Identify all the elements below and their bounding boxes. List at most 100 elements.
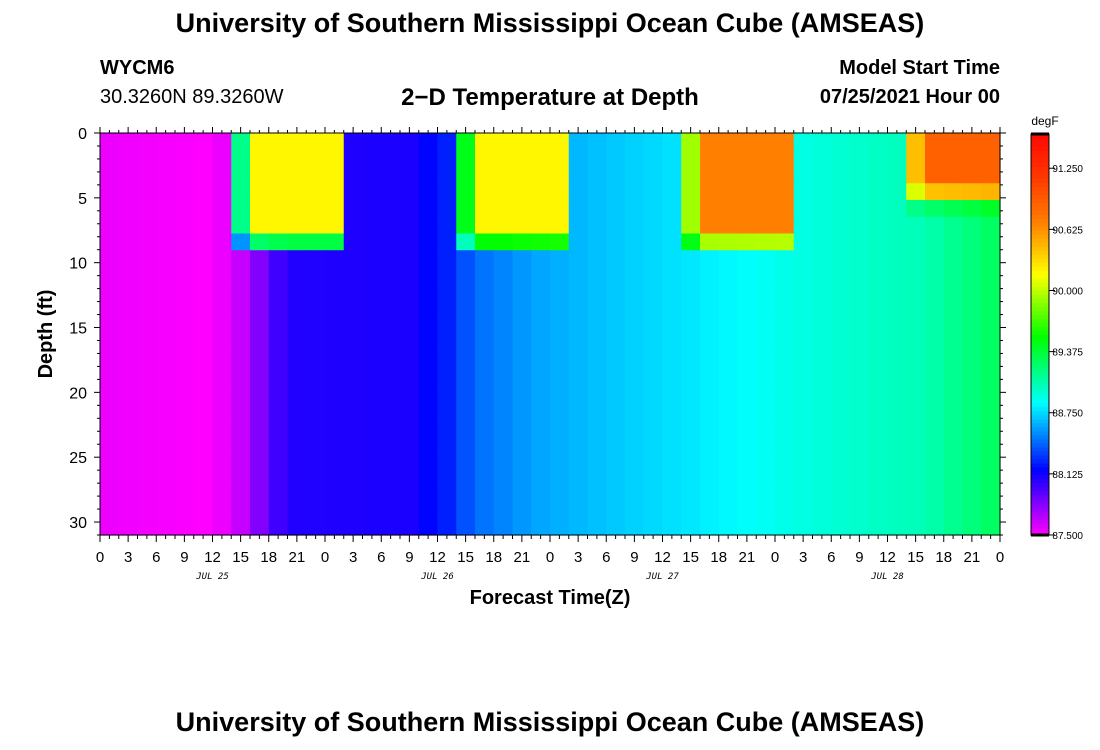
heatmap-cell [925, 451, 945, 469]
heatmap-cell [343, 216, 364, 235]
heatmap-cell [212, 149, 232, 168]
heatmap-cell [793, 367, 814, 385]
heatmap-cell [250, 384, 270, 402]
heatmap-cell [850, 166, 870, 184]
heatmap-cell [212, 350, 232, 369]
heatmap-cell [325, 384, 345, 402]
heatmap-cell [100, 434, 120, 452]
heatmap-cell [737, 250, 757, 268]
heatmap-cell [118, 334, 139, 352]
colorbar-swatch [1031, 286, 1049, 291]
heatmap-cell [831, 367, 851, 385]
heatmap-cell [606, 350, 626, 369]
heatmap-cell [325, 216, 345, 235]
heatmap-cell [268, 334, 289, 352]
heatmap-cell [137, 300, 157, 318]
heatmap-cell [175, 367, 195, 385]
colorbar-swatch [1031, 470, 1049, 476]
heatmap-cell [343, 133, 364, 151]
heatmap-cell [287, 200, 307, 218]
heatmap-cell [531, 300, 551, 318]
heatmap-cell [962, 200, 982, 218]
heatmap-cell [250, 183, 270, 201]
heatmap-cell [793, 334, 814, 352]
heatmap-cell [212, 484, 232, 503]
heatmap-cell [962, 300, 982, 318]
heatmap-cell [118, 183, 139, 201]
heatmap-cell [887, 401, 907, 419]
heatmap-cell [306, 149, 326, 168]
heatmap-cell [981, 451, 1001, 469]
heatmap-cell [325, 267, 345, 285]
heatmap-cell [925, 501, 945, 519]
heatmap-cell [812, 401, 832, 419]
heatmap-cell [700, 149, 720, 168]
heatmap-cell [756, 283, 776, 302]
heatmap-cell [850, 283, 870, 302]
heatmap-cell [156, 250, 176, 268]
heatmap-cell [268, 283, 289, 302]
station-id: WYCM6 [100, 57, 175, 79]
heatmap-cell [343, 484, 364, 503]
heatmap-cell [493, 384, 514, 402]
colorbar-swatch [1031, 210, 1049, 215]
heatmap-cell [381, 133, 401, 151]
heatmap-cell [418, 149, 439, 168]
heatmap-cell [625, 367, 645, 385]
heatmap-cell [250, 501, 270, 519]
heatmap-cell [512, 484, 532, 503]
colorbar-swatch [1031, 226, 1049, 231]
heatmap-cell [943, 401, 964, 419]
heatmap-cell [962, 367, 982, 385]
heatmap-cell [100, 166, 120, 184]
heatmap-cell [887, 149, 907, 168]
heatmap-cell [756, 468, 776, 486]
heatmap-cell [681, 133, 701, 151]
heatmap-cell [662, 250, 682, 268]
heatmap-cell [456, 267, 476, 285]
heatmap-cell [606, 384, 626, 402]
heatmap-cell [306, 267, 326, 285]
x-tick-label: 3 [124, 549, 132, 566]
heatmap-cell [662, 501, 682, 519]
heatmap-cell [718, 283, 739, 302]
colorbar-swatch [1031, 414, 1049, 420]
station-coordinates: 30.3260N 89.3260W [100, 86, 284, 108]
heatmap-cell [343, 417, 364, 436]
colorbar-swatch [1031, 274, 1049, 279]
heatmap-cell [287, 166, 307, 184]
heatmap-cell [793, 283, 814, 302]
heatmap-cell [793, 451, 814, 469]
heatmap-cell [250, 518, 270, 536]
heatmap-cell [606, 417, 626, 436]
heatmap-cell [981, 401, 1001, 419]
heatmap-cell [493, 283, 514, 302]
heatmap-cell [493, 518, 514, 536]
heatmap-cell [550, 518, 570, 536]
heatmap-cell [625, 384, 645, 402]
heatmap-cell [887, 133, 907, 151]
heatmap-cell [137, 501, 157, 519]
heatmap-cell [981, 384, 1001, 402]
heatmap-cell [812, 367, 832, 385]
heatmap-cell [250, 317, 270, 335]
heatmap-cell [681, 501, 701, 519]
heatmap-cell [437, 484, 457, 503]
heatmap-cell [512, 250, 532, 268]
heatmap-cell [568, 334, 589, 352]
heatmap-cell [156, 300, 176, 318]
heatmap-cell [475, 250, 495, 268]
heatmap-cell [981, 183, 1001, 201]
colorbar-swatch [1031, 474, 1049, 480]
heatmap-cell [493, 350, 514, 369]
heatmap-cell [175, 417, 195, 436]
heatmap-cell [362, 401, 382, 419]
heatmap-cell [606, 434, 626, 452]
heatmap-cell [587, 233, 607, 251]
heatmap-cell [268, 518, 289, 536]
heatmap-cell [606, 267, 626, 285]
heatmap-cell [606, 149, 626, 168]
heatmap-cell [137, 468, 157, 486]
heatmap-cell [456, 334, 476, 352]
heatmap-cell [662, 283, 682, 302]
